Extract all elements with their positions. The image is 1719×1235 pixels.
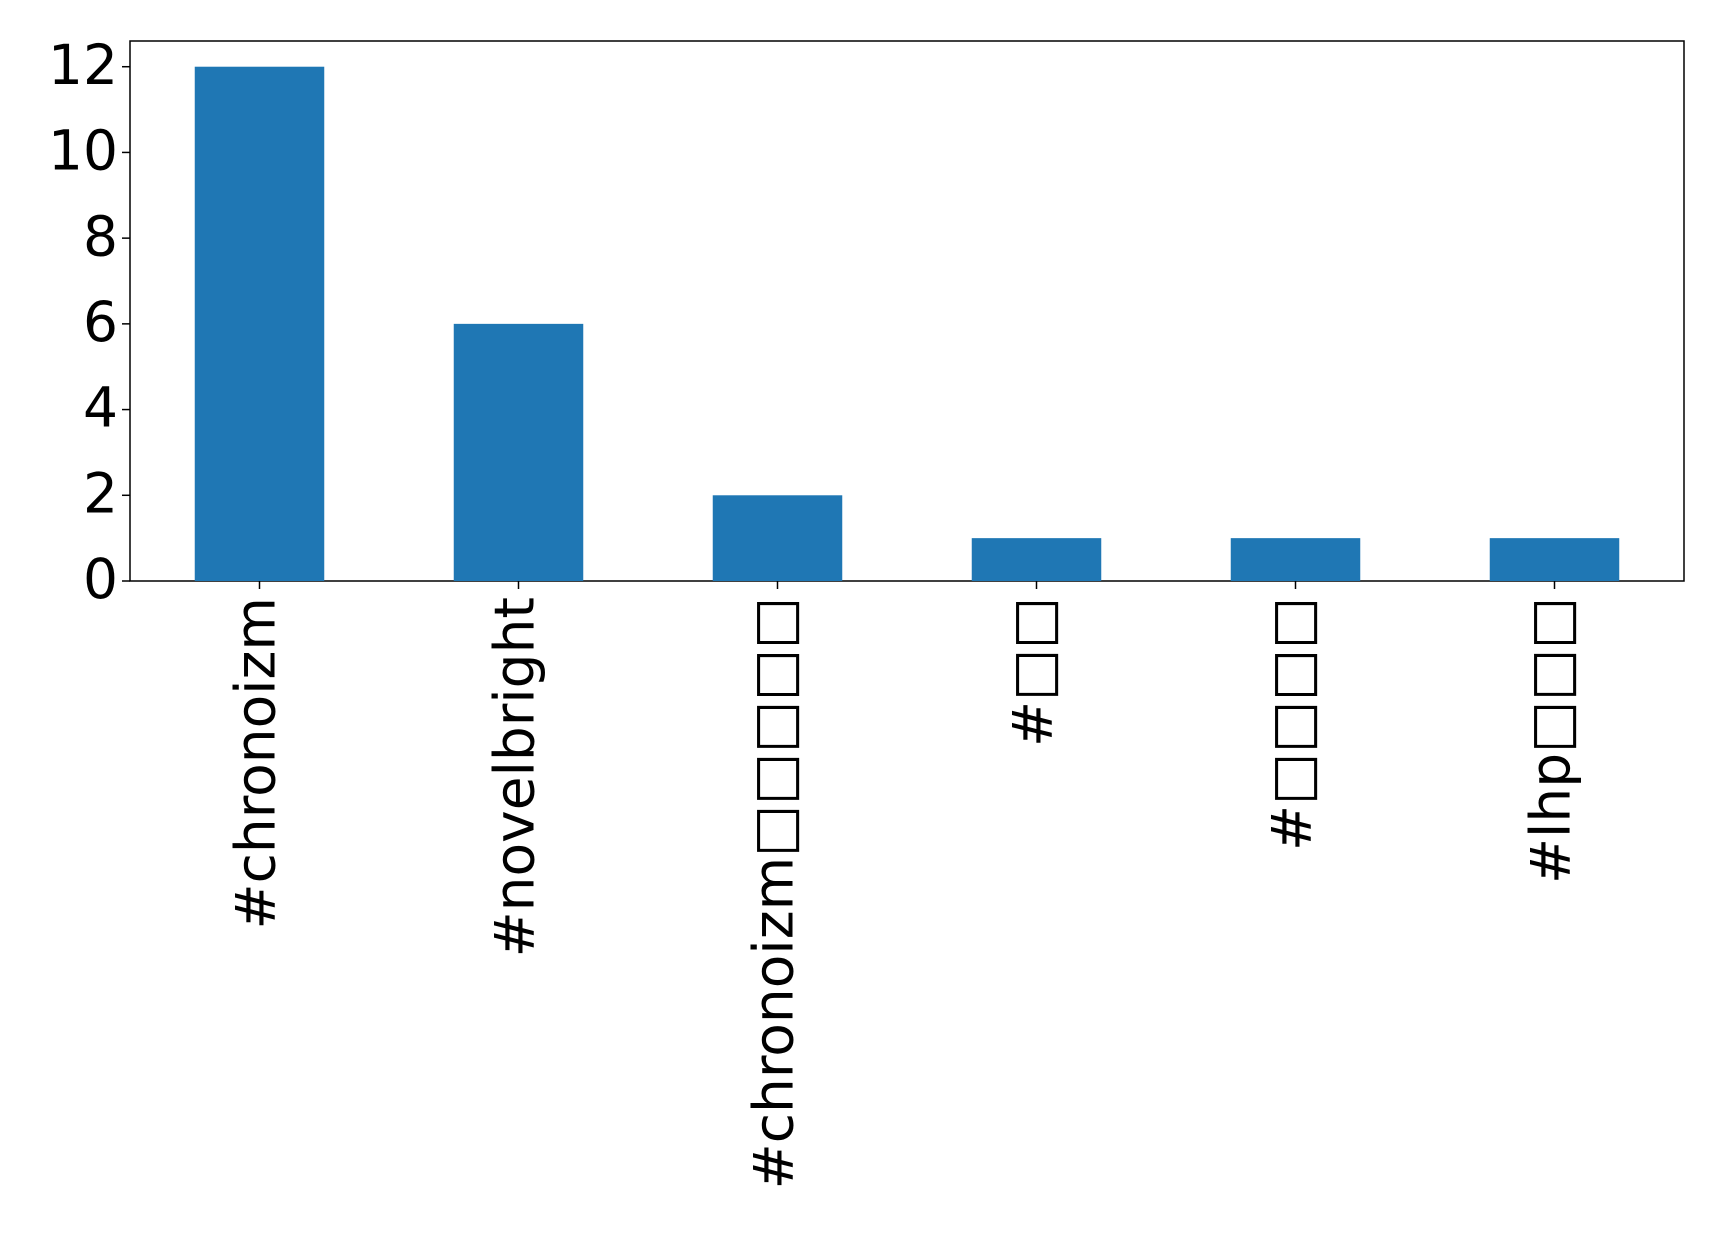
y-tick-label: 10: [48, 119, 118, 183]
bar: [1230, 538, 1361, 581]
y-tick-label: 0: [83, 547, 118, 611]
y-tick-label: 2: [83, 461, 118, 525]
x-tick-label: #lhp□□□: [1519, 597, 1583, 884]
y-tick-label: 4: [83, 376, 118, 440]
x-tick-label: #□□: [1001, 597, 1065, 747]
bar: [971, 538, 1102, 581]
bar: [712, 495, 843, 581]
x-tick-label: #chronoizm: [224, 597, 288, 929]
y-tick-label: 12: [48, 33, 118, 97]
x-tick-label: #novelbright: [483, 597, 547, 957]
x-tick-label: #□□□□: [1260, 597, 1324, 851]
y-tick-label: 6: [83, 290, 118, 354]
x-tick-label: #chronoizm□□□□□: [742, 597, 806, 1189]
y-tick-label: 8: [83, 204, 118, 268]
bar: [1489, 538, 1620, 581]
plot-frame: [129, 40, 1685, 582]
bar: [194, 66, 325, 581]
bar: [453, 323, 584, 581]
